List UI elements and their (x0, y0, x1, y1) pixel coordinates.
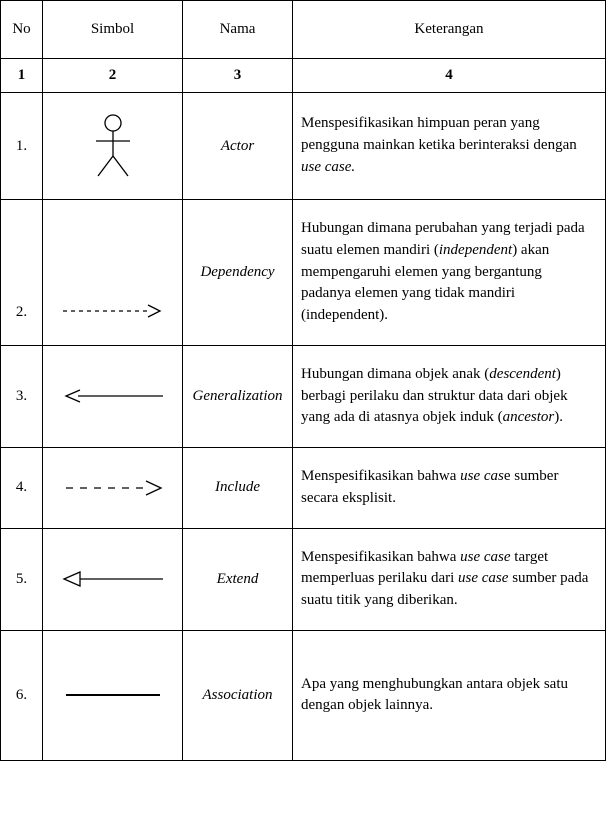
desc-em: use cas (460, 468, 504, 484)
uml-symbol-table: No Simbol Nama Keterangan 1 2 3 4 1. Act… (0, 0, 606, 761)
actor-icon (88, 111, 138, 181)
desc-text: Menspesifikasikan bahwa (301, 549, 460, 565)
row-desc: Menspesifikasikan bahwa use case sumber … (293, 448, 606, 529)
desc-em: descendent (489, 366, 556, 382)
desc-text: Menspesifikasikan himpuan peran yang pen… (301, 115, 577, 153)
row-desc: Menspesifikasikan bahwa use case target … (293, 528, 606, 630)
row-no: 2. (1, 200, 43, 346)
symbol-cell (43, 93, 183, 200)
header-no: No (1, 1, 43, 59)
row-name: Dependency (183, 200, 293, 346)
extend-arrow-icon (58, 569, 168, 589)
desc-text: ). (554, 409, 563, 425)
row-name: Generalization (183, 345, 293, 447)
desc-em: use case (458, 570, 508, 586)
column-number-row: 1 2 3 4 (1, 59, 606, 93)
row-desc: Apa yang menghubungkan antara objek satu… (293, 630, 606, 760)
symbol-cell (43, 630, 183, 760)
row-no: 5. (1, 528, 43, 630)
desc-text: Hubungan dimana objek anak ( (301, 366, 489, 382)
row-name: Include (183, 448, 293, 529)
symbol-cell (43, 345, 183, 447)
row-desc: Menspesifikasikan himpuan peran yang pen… (293, 93, 606, 200)
table-row: 4. Include Menspesifikasikan bahwa use c… (1, 448, 606, 529)
header-simbol: Simbol (43, 1, 183, 59)
row-name: Extend (183, 528, 293, 630)
row-name: Association (183, 630, 293, 760)
colnum-3: 3 (183, 59, 293, 93)
symbol-cell (43, 200, 183, 346)
desc-em: ancestor (503, 409, 555, 425)
association-line-icon (58, 685, 168, 705)
header-nama: Nama (183, 1, 293, 59)
desc-em: use case. (301, 159, 355, 175)
desc-text: Menspesifikasikan bahwa (301, 468, 460, 484)
row-name: Actor (183, 93, 293, 200)
row-no: 4. (1, 448, 43, 529)
table-row: 1. Actor Menspesifikasikan himpuan peran… (1, 93, 606, 200)
table-row: 5. Extend Menspesifikasikan bahwa use ca… (1, 528, 606, 630)
table-row: 6. Association Apa yang menghubungkan an… (1, 630, 606, 760)
desc-em: use case (460, 549, 510, 565)
table-row: 2. Dependency Hubungan dimana perubahan … (1, 200, 606, 346)
header-keterangan: Keterangan (293, 1, 606, 59)
colnum-2: 2 (43, 59, 183, 93)
desc-em: independent (439, 242, 512, 258)
symbol-cell (43, 448, 183, 529)
include-arrow-icon (58, 478, 168, 498)
table-row: 3. Generalization Hubungan dimana objek … (1, 345, 606, 447)
row-no: 6. (1, 630, 43, 760)
row-no: 3. (1, 345, 43, 447)
dependency-arrow-icon (58, 301, 168, 321)
row-no: 1. (1, 93, 43, 200)
symbol-cell (43, 528, 183, 630)
generalization-arrow-icon (58, 386, 168, 406)
row-desc: Hubungan dimana objek anak (descendent) … (293, 345, 606, 447)
row-desc: Hubungan dimana perubahan yang terjadi p… (293, 200, 606, 346)
header-row: No Simbol Nama Keterangan (1, 1, 606, 59)
colnum-1: 1 (1, 59, 43, 93)
colnum-4: 4 (293, 59, 606, 93)
